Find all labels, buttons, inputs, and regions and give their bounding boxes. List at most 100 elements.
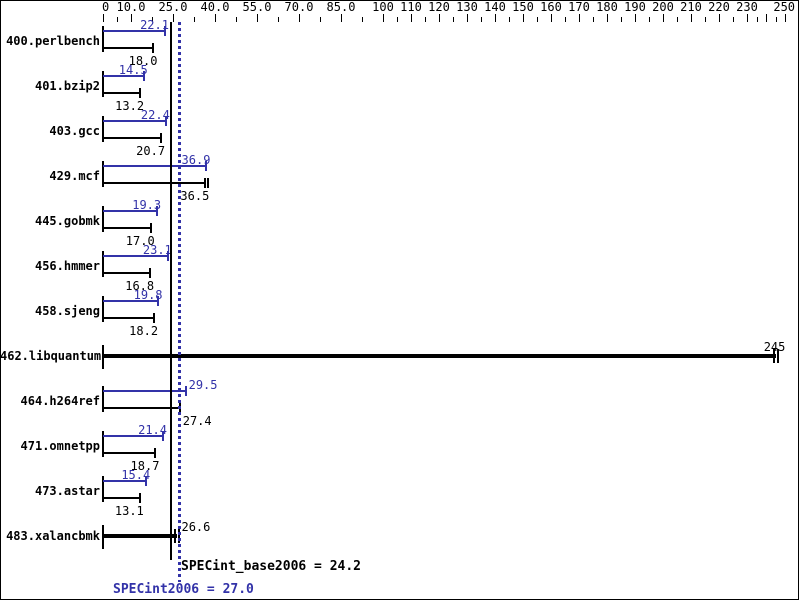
axis-major-tick <box>131 14 132 22</box>
peak-value-label: 15.4 <box>121 468 151 482</box>
axis-tick-label: 180 <box>596 0 618 14</box>
base-value-label: 18.2 <box>129 324 159 338</box>
benchmark-name-label: 458.sjeng <box>34 304 100 318</box>
axis-minor-tick <box>733 17 734 22</box>
axis-minor-tick <box>320 17 321 22</box>
peak-bar <box>103 75 144 77</box>
combined-bar <box>103 534 178 538</box>
base-bar <box>103 452 156 454</box>
peak-bar <box>103 435 163 437</box>
axis-minor-tick <box>649 17 650 22</box>
axis-minor-tick <box>537 17 538 22</box>
peak-bar-end-cap <box>142 71 145 81</box>
base-value-label: 13.2 <box>115 99 145 113</box>
base-bar <box>103 137 161 139</box>
axis-major-tick <box>299 14 300 22</box>
base-bar-end-cap <box>138 493 141 503</box>
axis-major-tick <box>523 14 524 22</box>
base-bar-end-cap-run2 <box>207 178 210 188</box>
base-bar-end-cap <box>149 223 152 233</box>
base-bar <box>103 92 140 94</box>
base-value-label: 17.0 <box>125 234 155 248</box>
bar-start-cap <box>102 116 104 142</box>
axis-tick-label: 55.0 <box>242 0 272 14</box>
peak-value-label: 29.5 <box>188 378 218 392</box>
peak-bar <box>103 120 166 122</box>
axis-tick-label: 130 <box>456 0 478 14</box>
axis-minor-tick <box>775 17 777 22</box>
peak-value-label: 23.1 <box>142 243 172 257</box>
peak-bar-end-cap <box>163 26 166 36</box>
axis-tick-label: 25.0 <box>158 0 188 14</box>
base-value-label: 18.0 <box>128 54 158 68</box>
peak-bar-end-cap <box>164 116 167 126</box>
peak-bar-end-cap <box>184 386 187 396</box>
axis-tick-label: 150 <box>512 0 534 14</box>
axis-tick-label: 210 <box>680 0 702 14</box>
specint2006-summary-label: SPECint2006 = 27.0 <box>113 582 254 597</box>
axis-major-tick <box>439 14 440 22</box>
bar-start-cap <box>102 161 104 187</box>
axis-tick-label: 170 <box>568 0 590 14</box>
axis-tick-label: 160 <box>540 0 562 14</box>
peak-value-label: 36.9 <box>181 153 211 167</box>
peak-value-label: 22.1 <box>140 18 169 32</box>
peak-bar <box>103 255 168 257</box>
axis-minor-tick <box>565 17 566 22</box>
bar-end-cap <box>772 349 775 363</box>
axis-tick-label: 110 <box>400 0 422 14</box>
axis-major-tick <box>607 14 608 22</box>
specint-base2006-summary-label: SPECint_base2006 = 24.2 <box>181 559 362 574</box>
axis-minor-tick <box>425 17 426 22</box>
peak-bar-end-cap <box>157 296 160 306</box>
axis-minor-tick <box>152 17 153 22</box>
peak-bar-end-cap <box>205 161 208 171</box>
axis-tick-label: 230 <box>736 0 758 14</box>
base-bar-end-cap <box>152 313 155 323</box>
benchmark-name-label: 464.h264ref <box>20 394 100 408</box>
bar-end-cap-run2 <box>776 349 779 363</box>
base-bar <box>103 47 154 49</box>
axis-major-tick <box>747 14 748 22</box>
base-bar <box>103 227 151 229</box>
base-bar <box>103 497 140 499</box>
base-bar-end-cap <box>204 178 207 188</box>
benchmark-name-label: 483.xalancbmk <box>6 529 100 543</box>
axis-major-tick <box>785 14 786 22</box>
bar-start-cap <box>102 386 104 412</box>
peak-value-label: 19.8 <box>133 288 163 302</box>
peak-bar <box>103 300 159 302</box>
axis-tick-label: 250 <box>773 0 796 14</box>
axis-tick-label: 100 <box>372 0 394 14</box>
axis-tick-label: 10.0 <box>116 0 146 14</box>
axis-minor-tick <box>117 17 118 22</box>
peak-bar <box>103 480 147 482</box>
axis-minor-tick <box>278 17 279 22</box>
base-value-label: 27.4 <box>182 414 212 428</box>
axis-major-tick <box>719 14 720 22</box>
axis-major-tick <box>383 14 384 22</box>
axis-major-tick <box>103 14 104 22</box>
axis-tick-label: 200 <box>652 0 674 14</box>
peak-bar <box>103 390 186 392</box>
axis-tick-label: 70.0 <box>284 0 314 14</box>
base-value-label: 16.8 <box>125 279 155 293</box>
axis-minor-tick <box>362 17 363 22</box>
bar-start-cap <box>102 206 104 232</box>
combined-value-label: 26.6 <box>181 520 211 534</box>
base-value-label: 18.7 <box>130 459 160 473</box>
benchmark-name-label: 473.astar <box>34 484 100 498</box>
benchmark-name-label: 456.hmmer <box>34 259 100 273</box>
bar-start-cap <box>102 251 104 277</box>
axis-major-tick <box>495 14 496 22</box>
base-bar-end-cap <box>159 133 162 143</box>
benchmark-name-label: 471.omnetpp <box>20 439 100 453</box>
benchmark-name-label: 403.gcc <box>49 124 100 138</box>
combined-bar <box>103 354 776 358</box>
reference-line-base-mean <box>169 22 172 560</box>
axis-major-tick <box>215 14 216 22</box>
axis-minor-tick <box>677 17 678 22</box>
axis-tick-label: 190 <box>624 0 646 14</box>
axis-major-tick <box>663 14 664 22</box>
base-bar-end-cap <box>138 88 141 98</box>
